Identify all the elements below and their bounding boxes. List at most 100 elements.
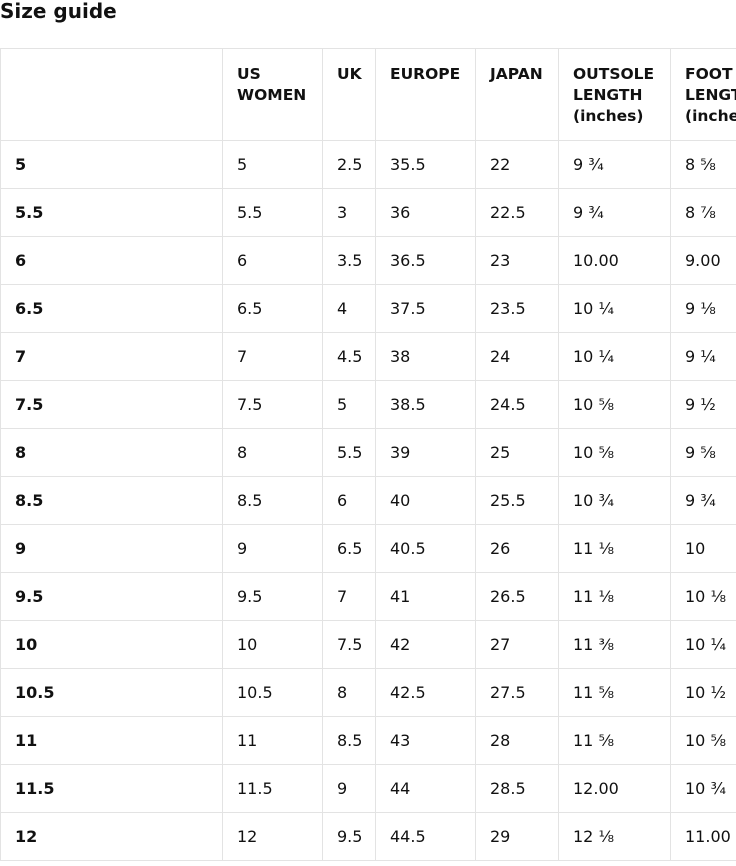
table-cell: 44.5 xyxy=(375,812,476,861)
table-cell: 28 xyxy=(475,716,559,765)
table-cell: 7 xyxy=(222,332,323,381)
table-cell: 10 ⅝ xyxy=(558,380,671,429)
table-cell: 8 xyxy=(322,668,376,717)
table-cell: 6.5 xyxy=(322,524,376,573)
table-cell: 4 xyxy=(322,284,376,333)
table-cell: 10 ⅛ xyxy=(670,572,736,621)
size-cell: 9.5 xyxy=(0,572,223,621)
table-cell: 10 ⅝ xyxy=(670,716,736,765)
table-cell: 9 ⅝ xyxy=(670,428,736,477)
size-cell: 9 xyxy=(0,524,223,573)
table-cell: 9.5 xyxy=(222,572,323,621)
table-cell: 5 xyxy=(322,380,376,429)
table-cell: 8.5 xyxy=(222,476,323,525)
table-cell: 12 ⅛ xyxy=(558,812,671,861)
table-cell: 28.5 xyxy=(475,764,559,813)
size-table: US WOMEN UK EUROPE JAPAN OUTSOLE LENGTH (inc… xyxy=(0,48,736,861)
size-cell: 10.5 xyxy=(0,668,223,717)
table-cell: 9 ¾ xyxy=(558,188,671,237)
table-cell: 24 xyxy=(475,332,559,381)
table-cell: 6.5 xyxy=(222,284,323,333)
table-cell: 11 xyxy=(222,716,323,765)
table-cell: 44 xyxy=(375,764,476,813)
table-cell: 10 xyxy=(670,524,736,573)
table-cell: 12 xyxy=(222,812,323,861)
table-cell: 4.5 xyxy=(322,332,376,381)
table-cell: 38.5 xyxy=(375,380,476,429)
table-cell: 27.5 xyxy=(475,668,559,717)
table-cell: 40 xyxy=(375,476,476,525)
size-cell: 5.5 xyxy=(0,188,223,237)
table-cell: 9.5 xyxy=(322,812,376,861)
table-cell: 9 xyxy=(222,524,323,573)
size-cell: 7 xyxy=(0,332,223,381)
header-cell: JAPAN xyxy=(475,48,559,141)
table-cell: 6 xyxy=(222,236,323,285)
title: Size guide xyxy=(0,0,117,23)
table-cell: 10 ¼ xyxy=(670,620,736,669)
table-row: 10 10 7.5 42 27 11 ⅜ 10 ¼ xyxy=(0,620,736,669)
table-cell: 9 ¾ xyxy=(558,140,671,189)
size-cell: 5 xyxy=(0,140,223,189)
table-wrap: US WOMEN UK EUROPE JAPAN OUTSOLE LENGTH (inc… xyxy=(0,48,736,861)
table-cell: 9 ⅛ xyxy=(670,284,736,333)
table-cell: 29 xyxy=(475,812,559,861)
size-cell: 11.5 xyxy=(0,764,223,813)
table-cell: 9.00 xyxy=(670,236,736,285)
table-cell: 6 xyxy=(322,476,376,525)
table-cell: 26.5 xyxy=(475,572,559,621)
table-cell: 11.5 xyxy=(222,764,323,813)
table-cell: 7.5 xyxy=(322,620,376,669)
size-cell: 6 xyxy=(0,236,223,285)
size-cell: 8.5 xyxy=(0,476,223,525)
table-cell: 8.5 xyxy=(322,716,376,765)
table-cell: 8 ⅞ xyxy=(670,188,736,237)
table-cell: 11 ⅝ xyxy=(558,716,671,765)
table-cell: 10 ¾ xyxy=(558,476,671,525)
table-cell: 9 ¾ xyxy=(670,476,736,525)
table-cell: 9 ½ xyxy=(670,380,736,429)
table-cell: 7 xyxy=(322,572,376,621)
table-cell: 11 ⅛ xyxy=(558,572,671,621)
table-cell: 5 xyxy=(222,140,323,189)
table-cell: 11 ⅜ xyxy=(558,620,671,669)
table-cell: 11.00 xyxy=(670,812,736,861)
table-cell: 22.5 xyxy=(475,188,559,237)
table-row: 12 12 9.5 44.5 29 12 ⅛ 11.00 xyxy=(0,812,736,861)
table-cell: 10 ¼ xyxy=(558,284,671,333)
table-cell: 43 xyxy=(375,716,476,765)
header-cell: OUTSOLE LENGTH (inches) xyxy=(558,48,671,141)
table-cell: 26 xyxy=(475,524,559,573)
table-cell: 10 ½ xyxy=(670,668,736,717)
table-cell: 42 xyxy=(375,620,476,669)
table-cell: 9 ¼ xyxy=(670,332,736,381)
header-cell: FOOT LENGTH (inches) xyxy=(670,48,736,141)
table-cell: 8 ⅝ xyxy=(670,140,736,189)
table-cell: 12.00 xyxy=(558,764,671,813)
table-cell: 10 ¼ xyxy=(558,332,671,381)
header-cell: UK xyxy=(322,48,376,141)
size-cell: 8 xyxy=(0,428,223,477)
table-row: 10.5 10.5 8 42.5 27.5 11 ⅝ 10 ½ xyxy=(0,668,736,717)
table-cell: 10 ¾ xyxy=(670,764,736,813)
size-cell: 11 xyxy=(0,716,223,765)
table-cell: 24.5 xyxy=(475,380,559,429)
table-cell: 7.5 xyxy=(222,380,323,429)
table-cell: 10.00 xyxy=(558,236,671,285)
size-cell: 12 xyxy=(0,812,223,861)
table-cell: 25 xyxy=(475,428,559,477)
table-cell: 36.5 xyxy=(375,236,476,285)
table-cell: 27 xyxy=(475,620,559,669)
header-cell xyxy=(0,48,223,141)
table-cell: 35.5 xyxy=(375,140,476,189)
table-cell: 5.5 xyxy=(222,188,323,237)
table-cell: 11 ⅝ xyxy=(558,668,671,717)
table-cell: 38 xyxy=(375,332,476,381)
table-cell: 37.5 xyxy=(375,284,476,333)
table-row: 11.5 11.5 9 44 28.5 12.00 10 ¾ xyxy=(0,764,736,813)
header-cell: US WOMEN xyxy=(222,48,323,141)
